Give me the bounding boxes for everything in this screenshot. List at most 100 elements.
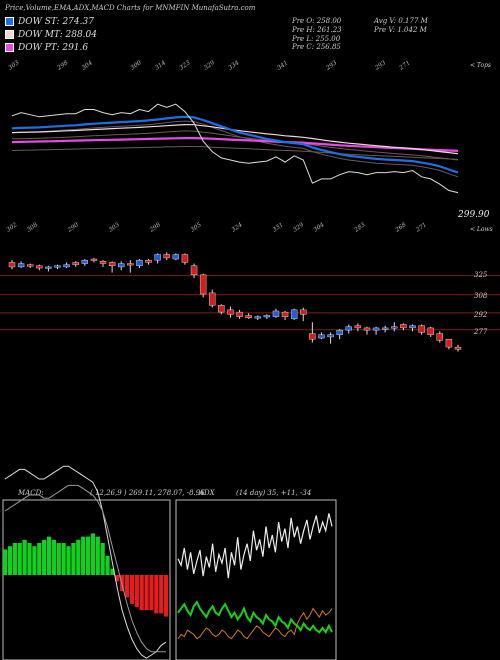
candle-body xyxy=(36,265,43,269)
candle-body xyxy=(263,315,271,318)
candle-body xyxy=(90,258,98,261)
macd-histogram-bar xyxy=(115,575,120,582)
macd-histogram-bar xyxy=(42,539,47,575)
candle-body xyxy=(418,325,425,333)
bottom-tick-label: 329 xyxy=(292,221,306,233)
top-tick-label: 300 xyxy=(129,59,143,71)
candle-body xyxy=(409,325,416,329)
candle-body xyxy=(445,338,453,348)
candle-body xyxy=(118,263,125,268)
pre-close: Pre C: 256.85 xyxy=(292,43,341,51)
candle-body xyxy=(99,261,107,264)
ema-shadow-line xyxy=(11,146,459,160)
top-tick-label: 329 xyxy=(203,59,217,71)
bottom-tick-label: 324 xyxy=(230,221,244,233)
candle-body xyxy=(54,265,61,268)
candle-body xyxy=(272,310,280,317)
pre-low: Pre L: 255.00 xyxy=(292,35,341,43)
macd-histogram-bar xyxy=(71,543,76,575)
candle-body xyxy=(136,259,143,267)
legend-label: DOW PT: 291.6 xyxy=(18,42,89,53)
candle-body xyxy=(218,305,225,313)
top-tick-label: 334 xyxy=(227,59,241,71)
candle-body xyxy=(300,309,307,315)
candle-body xyxy=(245,315,252,318)
level-label-292: 292 xyxy=(474,311,488,319)
candle-body xyxy=(327,334,334,338)
plus-di-line xyxy=(177,607,333,640)
candle-body xyxy=(108,262,116,267)
candle-body xyxy=(309,333,316,340)
level-label-308: 308 xyxy=(474,292,488,300)
candle-body xyxy=(45,266,52,269)
macd-histogram-bar xyxy=(3,549,8,575)
candle-body xyxy=(81,259,89,264)
candle-body xyxy=(27,264,34,267)
candle-body xyxy=(254,316,261,319)
last-value-label: 299.90 xyxy=(458,210,490,220)
legend-swatch xyxy=(5,17,14,26)
bottom-tick-label: 302 xyxy=(5,221,19,233)
macd-histogram-bar xyxy=(66,546,71,575)
bottom-tick-label: 290 xyxy=(66,221,80,234)
candle-body xyxy=(372,327,380,331)
legend-dow-st: DOW ST: 274.37 xyxy=(5,16,94,27)
lows-label: < Lows xyxy=(470,226,493,233)
minus-di-line xyxy=(177,600,333,635)
level-label-325: 325 xyxy=(474,271,488,279)
top-tick-label: 293 xyxy=(373,59,387,72)
macd-histogram-bar xyxy=(61,543,66,575)
tops-label: < Tops xyxy=(470,62,492,69)
legend-swatch xyxy=(5,43,14,52)
adx-values: (14 day) 35, +11, -34 xyxy=(236,489,312,497)
legend-swatch xyxy=(5,30,14,39)
candle-body xyxy=(172,254,180,260)
adx-label: ADX xyxy=(199,489,215,497)
legend-dow-mt: DOW MT: 288.04 xyxy=(5,29,97,40)
macd-histogram-bar xyxy=(90,533,96,575)
macd-histogram-bar xyxy=(7,546,13,575)
candle-body xyxy=(381,327,389,330)
macd-histogram-bar xyxy=(95,536,100,575)
ema-shadow-line xyxy=(11,130,459,161)
macd-histogram-bar xyxy=(110,568,115,575)
candle-body xyxy=(345,326,352,331)
candle-body xyxy=(154,254,161,261)
bottom-tick-label: 331 xyxy=(271,221,284,233)
macd-histogram-bar xyxy=(46,536,52,575)
candle-body xyxy=(391,326,398,329)
macd-histogram-bar xyxy=(51,539,56,575)
bottom-tick-label: 308 xyxy=(26,221,40,233)
bottom-tick-label: 283 xyxy=(352,221,366,234)
candle-body xyxy=(236,311,243,317)
candle-body xyxy=(145,259,152,263)
adx-line xyxy=(177,513,333,579)
macd-histogram-bar xyxy=(22,539,27,575)
top-tick-label: 341 xyxy=(276,59,289,71)
macd-line xyxy=(4,465,167,659)
macd-label: MACD: xyxy=(18,489,44,497)
macd-histogram-bar xyxy=(85,536,91,575)
top-tick-label: 304 xyxy=(80,59,94,71)
candle-body xyxy=(454,346,462,350)
bottom-tick-label: 303 xyxy=(108,221,122,233)
macd-histogram-bar xyxy=(129,575,135,604)
macd-histogram-bar xyxy=(100,543,105,575)
macd-histogram-bar xyxy=(56,543,61,575)
candle-body xyxy=(199,274,207,295)
macd-histogram-bar xyxy=(149,575,154,611)
candle-body xyxy=(400,324,407,329)
ema-shadow-line xyxy=(11,120,459,178)
candle-body xyxy=(363,327,371,331)
macd-histogram-bar xyxy=(164,575,169,617)
candle-body xyxy=(290,309,298,320)
candle-body xyxy=(227,309,234,315)
pre-volume: Pre V: 1.042 M xyxy=(374,26,427,34)
legend-label: DOW ST: 274.37 xyxy=(18,16,94,27)
macd-histogram-bar xyxy=(32,546,37,575)
candle-body xyxy=(436,333,443,341)
legend-dow-pt: DOW PT: 291.6 xyxy=(5,42,88,53)
candle-body xyxy=(163,254,170,259)
top-tick-label: 271 xyxy=(397,59,411,72)
candle-body xyxy=(281,311,289,317)
